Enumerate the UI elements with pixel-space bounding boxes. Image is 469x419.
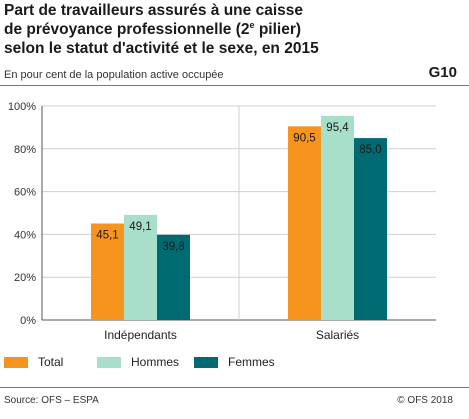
data-label: 85,0: [359, 144, 381, 156]
x-category-label: Indépendants: [104, 328, 177, 342]
bar-femmes: [157, 234, 190, 320]
bar-total: [91, 223, 124, 320]
title-line-2-pre: de prévoyance professionnelle (2: [4, 21, 250, 38]
graphic-code: G10: [428, 64, 457, 81]
title-line-2-post: pilier): [254, 21, 302, 38]
bar-hommes: [321, 115, 354, 321]
title-line-2: de prévoyance professionnelle (2e pilier…: [4, 20, 404, 39]
chart-title: Part de travailleurs assurés à une caiss…: [4, 1, 404, 58]
y-tick-label: 0%: [20, 315, 36, 327]
bar-chart: 0% 20% 40% 60% 80% 100% 45,1 49,1 39,8 Indépendan…: [8, 101, 436, 342]
legend-item-femmes: Femmes: [194, 355, 275, 369]
data-label: 45,1: [96, 229, 118, 241]
legend-item-total: Total: [4, 355, 63, 369]
copyright-note: © OFS 2018: [397, 395, 453, 406]
legend-swatch-hommes: [97, 356, 121, 368]
title-line-1: Part de travailleurs assurés à une caiss…: [4, 2, 303, 19]
y-tick-label: 80%: [14, 144, 36, 156]
legend-label-hommes: Hommes: [131, 355, 180, 369]
data-label: 90,5: [293, 132, 315, 144]
chart-subtitle: En pour cent de la population active occ…: [4, 69, 224, 81]
x-category-label: Salariés: [316, 328, 359, 342]
title-superscript: e: [249, 19, 255, 30]
legend-item-hommes: Hommes: [97, 355, 179, 369]
y-tick-label: 60%: [14, 187, 36, 199]
y-tick-label: 100%: [8, 101, 36, 113]
bar-total: [288, 126, 321, 320]
y-tick-label: 40%: [14, 229, 36, 241]
source-note: Source: OFS – ESPA: [4, 395, 99, 406]
legend-swatch-total: [4, 356, 28, 368]
bar-femmes: [354, 138, 387, 320]
y-tick-label: 20%: [14, 272, 36, 284]
data-label: 49,1: [129, 221, 151, 233]
footer-rule: [0, 387, 469, 388]
data-label: 95,4: [326, 122, 349, 134]
legend-label-total: Total: [38, 355, 64, 369]
legend-swatch-femmes: [194, 356, 218, 368]
header-rule: [0, 85, 469, 86]
title-line-3: selon le statut d'activité et le sexe, e…: [4, 40, 319, 57]
bar-hommes: [124, 214, 157, 320]
data-label: 39,8: [162, 241, 184, 253]
legend-label-femmes: Femmes: [228, 355, 275, 369]
